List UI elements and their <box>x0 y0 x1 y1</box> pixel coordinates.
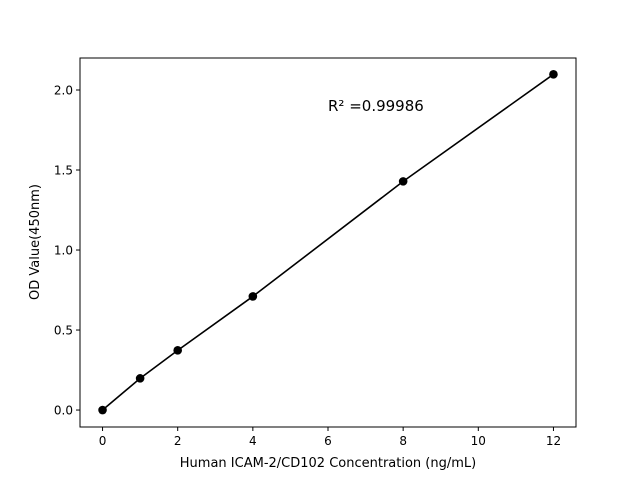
plot-area <box>79 57 577 428</box>
data-point <box>135 374 145 383</box>
y-tick-label: 1.0 <box>54 244 73 258</box>
y-tick-label: 0.5 <box>54 324 73 338</box>
y-axis: 0.0 0.5 1.0 1.5 2.0 <box>54 84 80 418</box>
data-point <box>549 70 558 79</box>
x-tick-label: 8 <box>399 434 407 448</box>
y-axis-label: OD Value(450nm) <box>28 184 43 300</box>
annotations: R² =0.99986 <box>328 97 424 115</box>
x-tick-label: 0 <box>99 434 107 448</box>
data-point <box>398 177 408 186</box>
data-point <box>173 346 182 355</box>
x-tick-label: 12 <box>546 434 561 448</box>
r-squared-annotation: R² =0.99986 <box>328 97 424 115</box>
series-line <box>102 73 554 411</box>
x-tick-label: 6 <box>324 434 332 448</box>
x-axis: 0 2 4 6 8 10 12 <box>99 427 561 448</box>
x-tick-label: 10 <box>471 434 486 448</box>
y-tick-label: 0.0 <box>54 404 73 418</box>
data-point <box>98 405 107 415</box>
x-tick-label: 4 <box>249 434 257 448</box>
x-axis-label: Human ICAM-2/CD102 Concentration (ng/mL) <box>180 456 476 471</box>
series <box>98 70 558 415</box>
data-point <box>248 292 258 301</box>
y-tick-label: 1.5 <box>54 164 73 178</box>
x-tick-label: 2 <box>174 434 182 448</box>
y-tick-label: 2.0 <box>54 84 73 98</box>
